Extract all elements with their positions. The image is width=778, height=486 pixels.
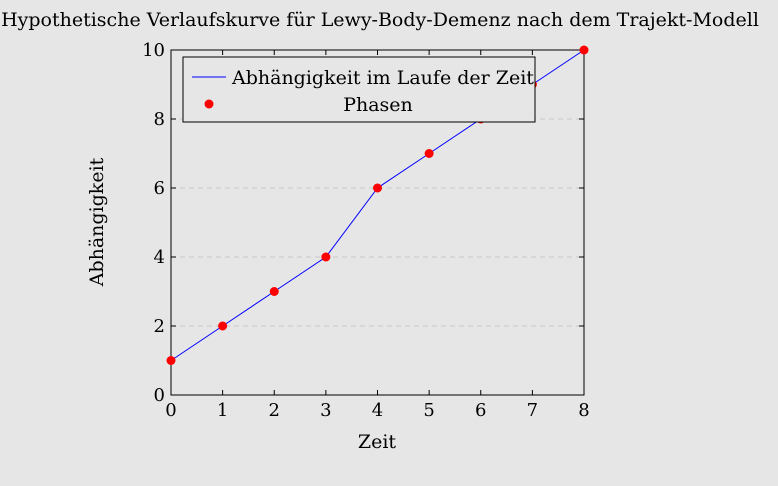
- phase-marker-8: [579, 45, 589, 55]
- y-tick-label-4: 8: [154, 109, 165, 130]
- y-tick-label-2: 4: [154, 247, 165, 268]
- phase-marker-4: [373, 183, 382, 193]
- x-tick-label-2: 2: [269, 400, 280, 421]
- legend-label-line: Abhängigkeit im Laufe der Zeit: [231, 67, 534, 89]
- phase-marker-2: [269, 287, 279, 296]
- x-tick-label-6: 6: [475, 400, 486, 421]
- y-tick-label-3: 6: [154, 178, 165, 199]
- x-tick-label-7: 7: [527, 400, 538, 421]
- x-tick-labels: 0 1 2 3 4 5 6 7 8: [165, 400, 589, 421]
- grid-lines: [171, 118, 584, 327]
- legend: Abhängigkeit im Laufe der Zeit Phasen: [182, 56, 536, 123]
- phase-marker-1: [218, 321, 228, 331]
- phase-marker-0: [166, 356, 176, 365]
- x-tick-label-1: 1: [217, 400, 228, 421]
- phase-marker-3: [321, 252, 331, 262]
- legend-box: [182, 56, 536, 123]
- legend-marker-swatch: [204, 99, 214, 109]
- x-tick-label-8: 8: [578, 400, 589, 421]
- y-tick-label-5: 10: [142, 40, 165, 61]
- y-tick-label-0: 0: [154, 385, 165, 406]
- x-tick-label-4: 4: [372, 400, 383, 421]
- y-tick-labels: 0 2 4 6 8 10: [142, 40, 165, 406]
- legend-label-markers: Phasen: [343, 94, 413, 116]
- x-tick-label-3: 3: [320, 400, 331, 421]
- y-tick-label-1: 2: [154, 316, 165, 337]
- y-axis-label: Abhängigkeit: [86, 157, 108, 287]
- x-axis-label: Zeit: [358, 431, 397, 453]
- x-tick-label-0: 0: [165, 400, 176, 421]
- phase-marker-5: [424, 149, 434, 158]
- chart-title: Hypothetische Verlaufskurve für Lewy-Bod…: [1, 9, 759, 31]
- x-tick-label-5: 5: [423, 400, 434, 421]
